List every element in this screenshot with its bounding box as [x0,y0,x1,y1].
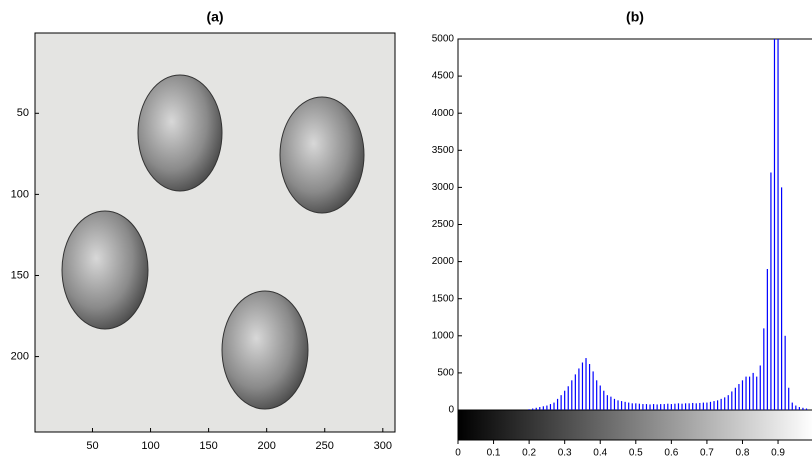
y-tick-label: 1000 [432,330,455,341]
x-tick-label: 0.5 [629,448,643,459]
coin-image [34,32,396,433]
x-tick-label: 0 [455,448,461,459]
y-tick-label: 500 [437,368,454,379]
y-tick-label: 100 [11,188,29,200]
histogram-axes [457,38,812,412]
stems [528,39,808,410]
y-tick-label: 5000 [432,34,455,45]
y-tick-label: 2000 [432,256,455,267]
y-tick-label: 50 [17,107,29,119]
x-tick-label: 300 [374,440,392,452]
x-tick-label: 0.6 [664,448,678,459]
y-tick-label: 3000 [432,182,455,193]
x-tick-label: 50 [86,440,98,452]
x-tick-label: 100 [141,440,159,452]
y-tick-label: 1500 [432,293,455,304]
x-tick-label: 0.7 [700,448,714,459]
x-tick-label: 250 [316,440,334,452]
y-tick-label: 3500 [432,145,455,156]
x-tick-label: 0.8 [736,448,750,459]
y-tick-label: 150 [11,269,29,281]
x-tick-label: 0.4 [593,448,607,459]
y-tick-label: 4000 [432,108,455,119]
y-tick-label: 4500 [432,71,455,82]
x-tick-label: 0.1 [487,448,501,459]
gray-colorbar [457,409,812,441]
x-tick-label: 0.3 [558,448,572,459]
chart-title: (a) [206,9,223,25]
y-tick-label: 200 [11,350,29,362]
x-tick-label: 150 [199,440,217,452]
y-tick-label: 0 [448,405,454,416]
x-tick-label: 200 [257,440,275,452]
x-tick-label: 0.2 [522,448,536,459]
y-tick-label: 2500 [432,219,455,230]
x-tick-label: 0.9 [771,448,785,459]
chart-title: (b) [626,9,644,25]
